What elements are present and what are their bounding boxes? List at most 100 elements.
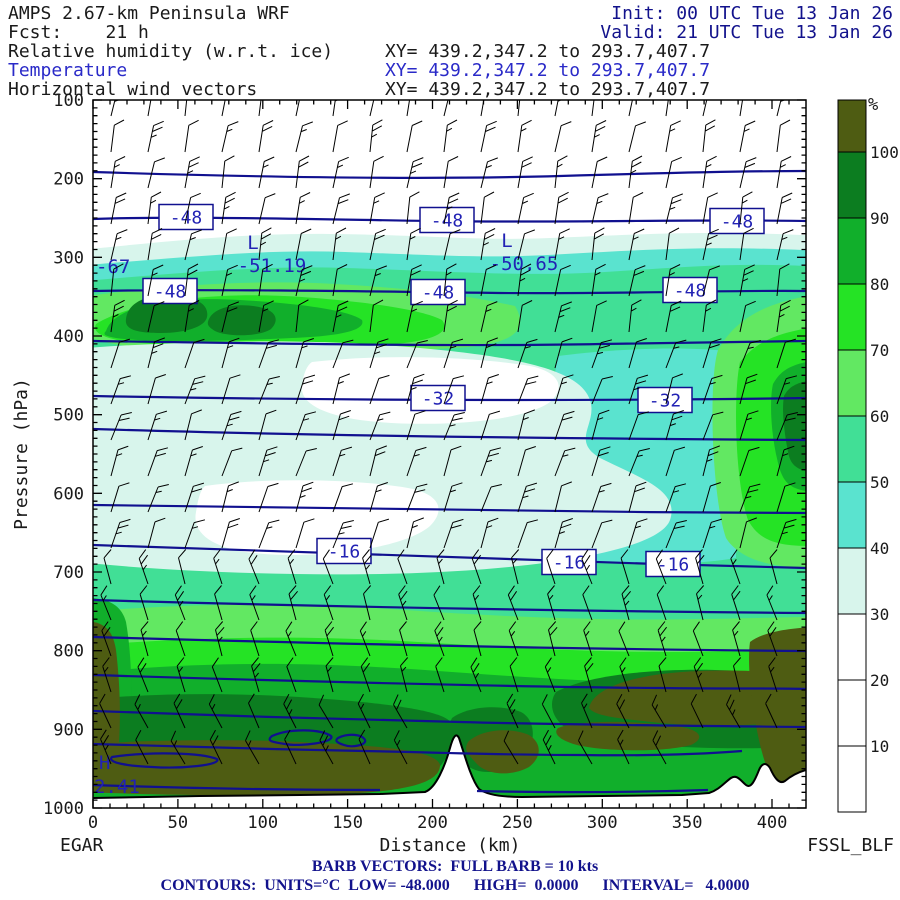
field-label-rh: Relative humidity (w.r.t. ice) (8, 41, 333, 62)
colorbar-cell (837, 613, 867, 681)
colorbar-cell (837, 151, 867, 219)
y-tick-label: 700 (53, 563, 84, 583)
contour-label-box (410, 278, 466, 306)
contour-label-text: -48 (422, 283, 455, 304)
colorbar-cell (837, 99, 867, 153)
rh-band (556, 721, 700, 751)
contour-label-text: -48 (154, 282, 187, 303)
x-tick-label: 100 (247, 813, 278, 833)
axes-frame: 0 50 100 150 200 250 300 350 400 100 200 300 400 500 6… (43, 91, 807, 833)
model-title: AMPS 2.67-km Peninsula WRF (8, 3, 290, 24)
rh-band (195, 480, 439, 555)
field-xy-rh: XY= 439.2,347.2 to 293.7,407.7 (385, 41, 710, 62)
extremum-label: -50.65 (490, 253, 559, 275)
x-tick-label: 50 (168, 813, 188, 833)
colorbar-tick-label: 30 (870, 605, 889, 624)
colorbar-tick-label: 80 (870, 275, 889, 294)
x-tick-label: 400 (757, 813, 788, 833)
y-tick-label: 600 (53, 484, 84, 504)
colorbar-cell (837, 481, 867, 549)
terrain-profile (93, 734, 806, 808)
init-time: Init: 00 UTC Tue 13 Jan 26 (611, 3, 893, 24)
y-tick-label: 1000 (43, 799, 84, 819)
contour-label-text: -48 (431, 211, 464, 232)
extremum-label: -51.19 (238, 255, 307, 277)
colorbar-tick-label: 60 (870, 407, 889, 426)
extremum-label: -67 (96, 256, 130, 278)
contour-label-text: -16 (328, 542, 361, 563)
rh-band (207, 305, 276, 336)
y-axis-title: Pressure (hPa) (11, 378, 32, 530)
contour-label-text: -32 (649, 391, 682, 412)
field-xy-wind: XY= 439.2,347.2 to 293.7,407.7 (385, 79, 710, 100)
temperature-contour-line (335, 733, 367, 748)
temperature-contour-line (93, 339, 806, 347)
colorbar-tick-label: 50 (870, 473, 889, 492)
contour-label-box (637, 386, 693, 414)
terrain-surface-line (93, 734, 806, 799)
contour-label-box (419, 206, 475, 234)
field-label-temperature: Temperature (8, 60, 127, 81)
colorbar-cell (837, 415, 867, 483)
contour-label-box (709, 207, 765, 235)
contour-label-boxes: -48 -48 -48-48 -48 -48-32 -32-16-16 -16 (142, 203, 765, 578)
terrain-fill (93, 735, 806, 808)
left-endpoint-label: EGAR (60, 835, 104, 856)
colorbar-tick-label: 70 (870, 341, 889, 360)
contour-label-box (662, 276, 718, 304)
contour-label-box (645, 550, 701, 578)
colorbar-tick-label: 10 (870, 737, 889, 756)
contour-label-box (410, 384, 466, 412)
rh-band (125, 295, 208, 333)
extremum-label: H (99, 752, 110, 774)
colorbar-tick-label: 20 (870, 671, 889, 690)
temperature-contour-line (268, 729, 333, 746)
x-tick-label: 200 (417, 813, 448, 833)
x-axis-title: Distance (km) (380, 835, 521, 856)
colorbar-tick-label: 40 (870, 539, 889, 558)
valid-time: Valid: 21 UTC Tue 13 Jan 26 (600, 22, 893, 43)
contour-caption: CONTOURS: UNITS=°C LOW= -48.000 HIGH= 0.… (161, 877, 750, 894)
extremum-label: L (501, 230, 512, 252)
x-tick-label: 350 (672, 813, 703, 833)
colorbar-cell (837, 349, 867, 417)
right-endpoint-label: FSSL_BLF (807, 835, 894, 856)
field-label-wind: Horizontal wind vectors (8, 79, 257, 100)
temperature-contour-line (93, 503, 806, 515)
contour-label-box (316, 537, 372, 565)
colorbar-cell (837, 679, 867, 747)
axis-ticks (92, 99, 806, 809)
contour-label-box (142, 277, 198, 305)
extremum-label: L (247, 232, 258, 254)
y-tick-label: 900 (53, 720, 84, 740)
x-tick-label: 0 (88, 813, 98, 833)
x-tick-label: 300 (587, 813, 618, 833)
y-tick-label: 400 (53, 327, 84, 347)
barb-caption: BARB VECTORS: FULL BARB = 10 kts (312, 858, 598, 875)
extremum-label: 2.41 (94, 776, 140, 798)
contour-label-text: -48 (721, 212, 754, 233)
temperature-contour-line (93, 783, 381, 792)
temperature-contour-line (93, 394, 806, 402)
y-tick-label: 500 (53, 406, 84, 426)
contour-label-text: -16 (657, 555, 690, 576)
rh-shaded-field (93, 100, 806, 808)
contour-label-text: -32 (422, 389, 455, 410)
colorbar-tick-label: 90 (870, 209, 889, 228)
y-tick-label: 200 (53, 170, 84, 190)
colorbar-cell (837, 745, 867, 813)
wind-barbs (99, 100, 798, 765)
rh-colorbar: 100 90 80 70 60 50 40 30 20 10 (837, 99, 899, 813)
x-tick-label: 250 (502, 813, 533, 833)
colorbar-cell (837, 217, 867, 285)
contour-label-text: -16 (553, 553, 586, 574)
temperature-contour-line (93, 709, 806, 729)
y-tick-label: 300 (53, 248, 84, 268)
colorbar-cell (837, 283, 867, 351)
forecast-hour: Fcst: 21 h (8, 22, 149, 43)
colorbar-tick-label: 100 (870, 143, 899, 162)
x-tick-label: 150 (332, 813, 363, 833)
